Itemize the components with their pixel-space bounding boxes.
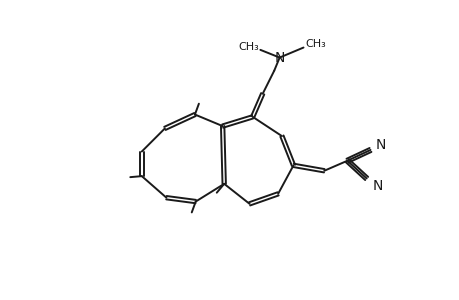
Text: N: N bbox=[274, 51, 284, 64]
Text: CH₃: CH₃ bbox=[304, 40, 325, 50]
Text: N: N bbox=[372, 179, 382, 193]
Text: CH₃: CH₃ bbox=[238, 42, 258, 52]
Text: N: N bbox=[375, 138, 385, 152]
